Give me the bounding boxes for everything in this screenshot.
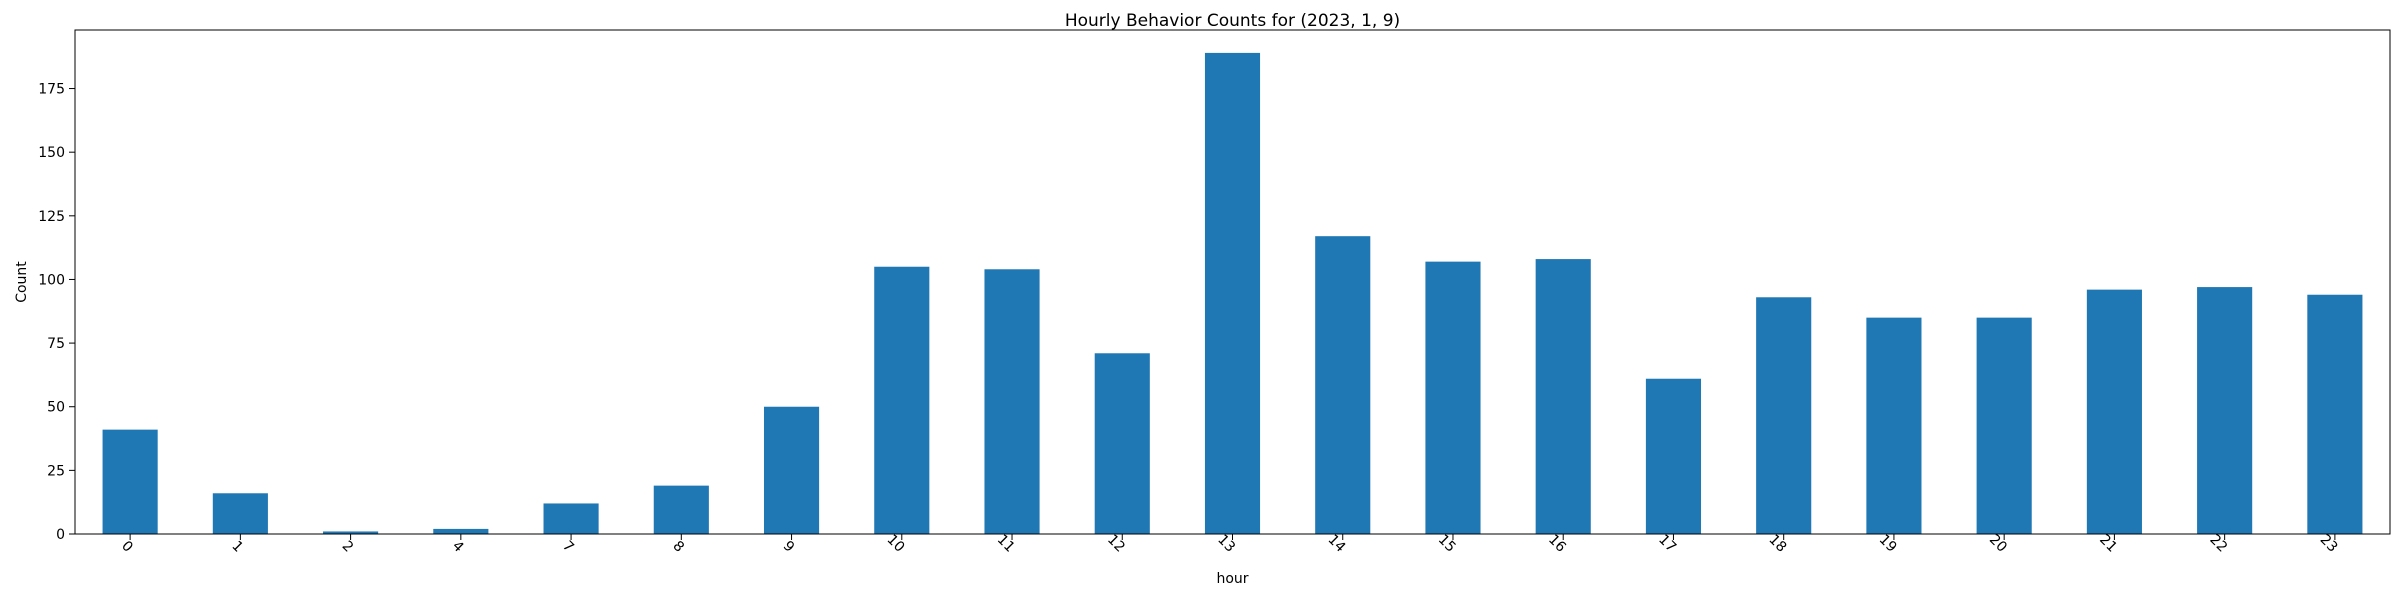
x-tick-label: 22 xyxy=(2206,532,2230,556)
bar-hour-21 xyxy=(2086,289,2142,534)
bar-hour-9 xyxy=(763,406,820,534)
bar-hour-12 xyxy=(1094,353,1150,534)
bar-hour-0 xyxy=(102,429,158,534)
bar-hour-10 xyxy=(874,266,930,534)
y-tick-label: 25 xyxy=(47,463,65,479)
bar-hour-7 xyxy=(543,503,599,534)
x-tick-label: 15 xyxy=(1435,532,1459,556)
bar-hour-19 xyxy=(1866,317,1922,534)
bar-hour-8 xyxy=(653,485,709,534)
x-tick-label: 11 xyxy=(994,532,1018,556)
y-tick-label: 150 xyxy=(38,145,65,161)
bar-hour-11 xyxy=(984,269,1040,534)
y-tick-label: 100 xyxy=(38,272,65,288)
bar-hour-14 xyxy=(1315,236,1371,534)
x-tick-label: 23 xyxy=(2317,532,2341,556)
y-tick-label: 125 xyxy=(38,209,65,225)
x-tick-label: 0 xyxy=(118,538,136,556)
x-tick-label: 16 xyxy=(1545,532,1569,556)
x-tick-label: 7 xyxy=(559,538,577,556)
x-tick-label: 1 xyxy=(228,538,246,556)
y-axis-label: Count xyxy=(14,261,30,303)
x-tick-label: 10 xyxy=(884,532,908,556)
x-tick-label: 12 xyxy=(1104,532,1128,556)
x-tick-label: 20 xyxy=(1986,532,2010,556)
x-tick-label: 18 xyxy=(1765,532,1789,556)
bar-hour-22 xyxy=(2197,287,2253,534)
bar-hour-4 xyxy=(433,528,489,534)
x-tick-label: 19 xyxy=(1876,532,1900,556)
bar-hour-13 xyxy=(1204,52,1261,535)
bars-group xyxy=(102,52,2363,535)
y-tick-label: 175 xyxy=(38,82,65,98)
x-axis: 0 1 2 4 7 8 9 10 11 12 13 14 15 16 17 18 19 20 21 22 23 xyxy=(118,532,2340,556)
bar-hour-16 xyxy=(1535,259,1591,534)
x-axis-label: hour xyxy=(1216,571,1248,587)
bar-hour-15 xyxy=(1425,261,1481,534)
bar-hour-20 xyxy=(1976,317,2032,534)
x-tick-label: 14 xyxy=(1325,532,1349,556)
bar-hour-23 xyxy=(2307,294,2363,534)
bar-hour-18 xyxy=(1756,297,1812,534)
x-tick-label: 9 xyxy=(780,538,798,556)
bar-hour-17 xyxy=(1645,378,1702,534)
x-tick-label: 13 xyxy=(1214,532,1238,556)
x-tick-label: 21 xyxy=(2096,532,2120,556)
x-tick-label: 17 xyxy=(1655,532,1679,556)
y-axis: 0 25 50 75 100 125 150 175 xyxy=(38,82,75,543)
plot-frame xyxy=(74,29,2391,535)
x-tick-label: 2 xyxy=(339,538,357,556)
y-tick-label: 50 xyxy=(47,400,65,416)
y-tick-label: 75 xyxy=(47,336,65,352)
x-tick-label: 8 xyxy=(669,538,687,556)
bar-hour-2 xyxy=(323,531,379,534)
bar-hour-1 xyxy=(212,493,268,534)
y-tick-label: 0 xyxy=(56,527,65,543)
x-tick-label: 4 xyxy=(449,538,467,556)
chart-title: Hourly Behavior Counts for (2023, 1, 9) xyxy=(1065,11,1400,31)
